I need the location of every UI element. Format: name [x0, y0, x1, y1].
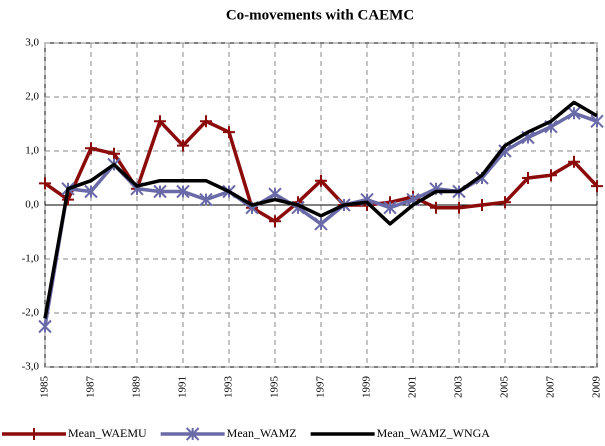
marker	[223, 126, 235, 139]
marker	[314, 217, 328, 231]
marker	[522, 172, 534, 184]
x-tick-label: 2007	[545, 376, 557, 399]
marker	[269, 215, 281, 228]
marker	[199, 192, 213, 207]
marker	[185, 427, 200, 441]
y-tick-label: 0,0	[25, 199, 39, 211]
marker	[453, 201, 465, 214]
y-tick-label: 3,0	[25, 37, 39, 49]
marker	[200, 115, 212, 128]
x-tick-label: 2009	[591, 376, 603, 399]
legend-label: Mean_WAMZ	[227, 426, 297, 440]
x-tick-label: 2001	[407, 376, 419, 398]
x-tick-label: 1995	[269, 376, 281, 399]
x-tick-label: 1985	[39, 376, 51, 399]
y-tick-label: 2,0	[25, 91, 39, 103]
marker	[590, 114, 604, 129]
legend-item: Mean_WAEMU	[2, 426, 147, 440]
x-tick-label: 1991	[177, 376, 189, 398]
marker	[545, 169, 557, 182]
marker	[153, 184, 167, 199]
marker	[39, 177, 51, 190]
marker	[476, 199, 488, 211]
x-tick-label: 2003	[453, 376, 465, 399]
marker	[315, 174, 327, 187]
legend-item: Mean_WAMZ_WNGA	[310, 426, 491, 440]
x-tick-label: 1989	[131, 376, 143, 399]
legend-label: Mean_WAMZ_WNGA	[377, 426, 491, 440]
x-tick-label: 1987	[85, 376, 97, 399]
marker	[591, 180, 603, 193]
y-tick-label: 1,0	[25, 145, 39, 157]
marker	[38, 319, 52, 334]
x-tick-label: 1993	[223, 376, 235, 399]
series-line	[43, 100, 598, 319]
x-tick-label: 2005	[499, 376, 511, 399]
marker	[108, 147, 120, 160]
marker	[154, 115, 166, 128]
y-tick-label: -3,0	[22, 361, 40, 373]
x-tick-label: 1997	[315, 376, 327, 399]
marker	[567, 106, 581, 120]
legend-item: Mean_WAMZ	[160, 426, 297, 441]
marker	[430, 201, 442, 214]
marker	[568, 155, 580, 168]
chart-title: Co-movements with CAEMC	[226, 7, 414, 23]
marker	[28, 428, 40, 440]
legend-label: Mean_WAEMU	[68, 426, 147, 440]
marker	[176, 184, 190, 199]
y-tick-label: -2,0	[22, 307, 40, 319]
marker	[85, 142, 97, 155]
marker	[499, 196, 511, 209]
marker	[383, 200, 397, 215]
y-tick-label: -1,0	[22, 253, 40, 265]
marker	[84, 184, 98, 199]
marker	[177, 139, 189, 152]
x-tick-label: 1999	[361, 376, 373, 399]
